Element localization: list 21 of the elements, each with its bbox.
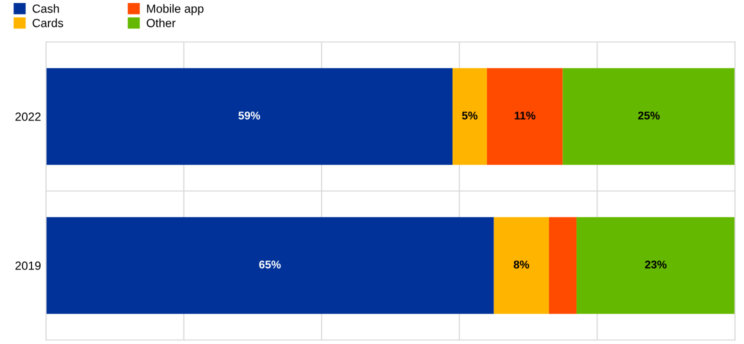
data-label: 11%	[514, 112, 536, 120]
bar	[46, 68, 453, 165]
bar	[452, 68, 487, 165]
legend-label: Cash	[32, 4, 59, 13]
legend-label: Cards	[32, 18, 64, 28]
data-label: 65%	[259, 260, 281, 268]
data-label: 59%	[238, 112, 260, 120]
y-tick-label: 2019	[15, 262, 41, 270]
bar	[46, 217, 494, 314]
data-label: 5%	[462, 112, 478, 120]
legend-label: Other	[146, 18, 176, 28]
bar	[562, 68, 735, 165]
data-label: 8%	[514, 260, 530, 268]
data-label: 25%	[638, 112, 660, 120]
bar	[576, 217, 735, 314]
bar	[548, 217, 577, 314]
legend-label: Mobile app	[147, 4, 204, 16]
data-label: 23%	[645, 260, 667, 268]
bar	[486, 68, 563, 165]
y-tick-label: 2022	[15, 112, 41, 121]
bar	[494, 217, 549, 314]
